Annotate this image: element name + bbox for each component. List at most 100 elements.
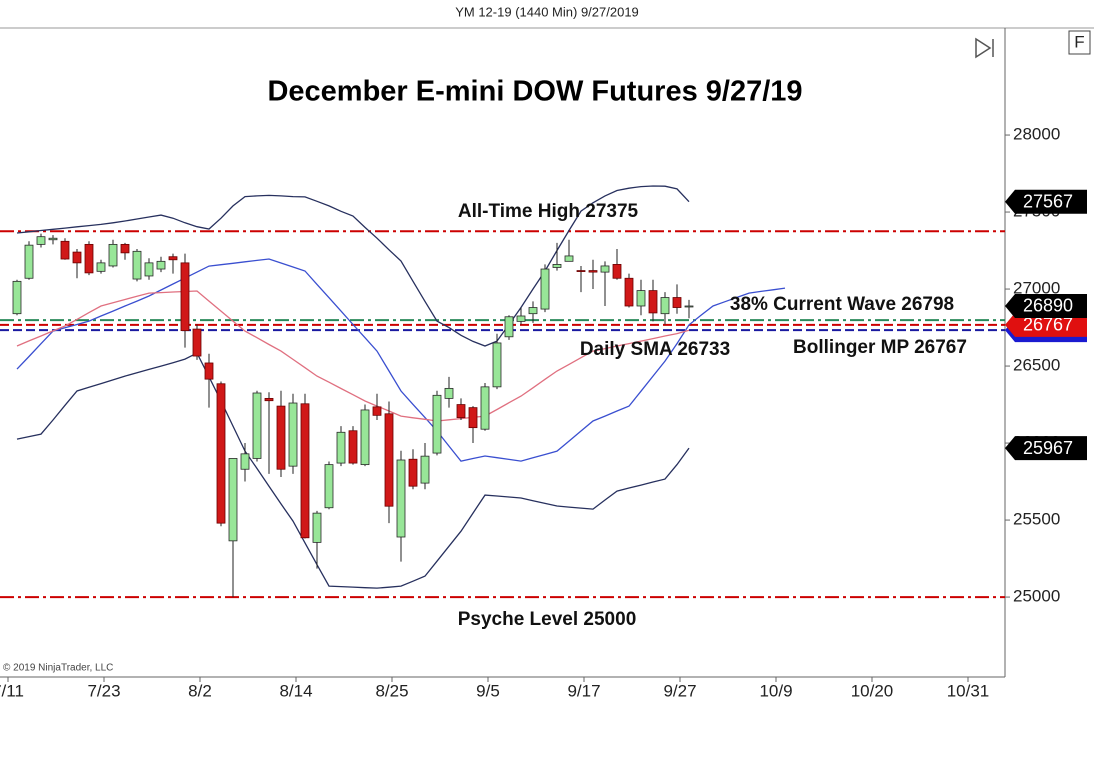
candle-body: [228, 458, 238, 542]
candle-body: [12, 280, 22, 315]
candle-body: [444, 387, 454, 399]
candle-body: [372, 406, 382, 416]
candle-body: [384, 413, 394, 507]
candle-body: [612, 264, 622, 279]
candle-body: [156, 260, 166, 270]
candle-body: [240, 453, 250, 470]
x-tick-label: 9/17: [567, 681, 600, 700]
price-marker: [1005, 436, 1087, 461]
candle-body: [204, 362, 214, 380]
indicator-line: [16, 258, 786, 462]
copyright: © 2019 NinjaTrader, LLC: [3, 663, 113, 674]
candle-body: [132, 250, 142, 280]
level-label: Psyche Level 25000: [458, 609, 637, 630]
candle-body: [60, 240, 70, 260]
candle-body: [336, 431, 346, 464]
candle-body: [396, 459, 406, 538]
candle-body: [216, 383, 226, 524]
x-tick-label: 9/27: [663, 681, 696, 700]
candle-body: [108, 243, 118, 267]
price-marker-label: 27567: [1023, 191, 1073, 211]
price-marker-label: 26767: [1023, 315, 1073, 335]
candle-body: [540, 268, 550, 310]
scroll-end-icon[interactable]: [975, 37, 994, 59]
candle-body: [408, 458, 418, 487]
x-tick-label: 8/25: [375, 681, 408, 700]
y-tick-label: 26500: [1013, 356, 1060, 375]
indicator-line: [16, 352, 690, 589]
indicator-line: [16, 290, 690, 422]
candle-body: [420, 455, 430, 484]
y-tick-label: 27000: [1013, 279, 1060, 298]
price-marker: [1005, 293, 1087, 318]
candle-body: [288, 402, 298, 467]
candle-body: [456, 404, 466, 419]
y-tick-label: 25500: [1013, 510, 1060, 529]
candle-body: [348, 430, 358, 464]
candle-body: [144, 262, 154, 277]
candle-body: [180, 262, 190, 332]
candle-body: [660, 297, 670, 315]
candle-body: [84, 243, 94, 274]
candle-body: [504, 316, 514, 338]
plot: [0, 185, 1005, 599]
candle-body: [72, 251, 82, 264]
candle-body: [528, 307, 538, 315]
candle-body: [300, 403, 310, 539]
candle-body: [168, 256, 178, 261]
y-tick-label: 28000: [1013, 125, 1060, 144]
candle-body: [492, 342, 502, 388]
candle-body: [588, 270, 598, 273]
header: YM 12-19 (1440 Min) 9/27/2019: [455, 4, 639, 19]
candle-body: [468, 407, 478, 429]
price-marker: [1005, 312, 1087, 337]
candle-body: [192, 328, 202, 357]
candle-body: [96, 262, 106, 272]
candle-body: [252, 392, 262, 459]
f-button-label[interactable]: F: [1074, 32, 1084, 51]
candle-body: [552, 264, 562, 268]
x-tick-label: 10/20: [851, 681, 894, 700]
candle-body: [624, 277, 634, 307]
candle-body: [480, 386, 490, 430]
candle-body: [648, 290, 658, 314]
candle-body: [324, 464, 334, 509]
candle-body: [24, 244, 34, 279]
candle-body: [264, 397, 274, 402]
x-tick-label: 8/14: [279, 681, 312, 700]
x-tick-label: 7/11: [0, 681, 24, 700]
x-tick-label: 9/5: [476, 681, 500, 700]
candle-body: [564, 255, 574, 262]
price-marker-label: 25967: [1023, 438, 1073, 458]
candle-body: [636, 290, 646, 307]
level-label: 38% Current Wave 26798: [730, 294, 954, 315]
x-tick-label: 10/31: [947, 681, 990, 700]
candle-body: [276, 405, 286, 470]
candle-body: [36, 236, 46, 245]
candle-body: [684, 305, 694, 308]
x-tick-label: 8/2: [188, 681, 212, 700]
level-label: All-Time High 27375: [458, 201, 639, 222]
indicator-line: [16, 185, 690, 347]
f-button[interactable]: [1068, 30, 1091, 55]
y-tick-label: 25000: [1013, 587, 1060, 606]
candle-body: [48, 237, 58, 241]
level-label: Bollinger MP 26767: [793, 337, 967, 358]
candle-body: [576, 270, 586, 272]
candle-body: [516, 315, 526, 322]
price-marker-label: 26890: [1023, 296, 1073, 316]
x-tick-label: 10/9: [759, 681, 792, 700]
x-tick-label: 7/23: [87, 681, 120, 700]
candle-body: [360, 409, 370, 466]
candle-body: [432, 394, 442, 454]
price-marker: [1005, 189, 1087, 214]
candle-body: [672, 297, 682, 308]
x-axis: 7/11 7/23 8/2 8/14 8/25 9/5 9/17 9/27 10/9 10/20 1…: [0, 677, 989, 700]
level-label: Daily SMA 26733: [580, 339, 730, 360]
chart-title: December E-mini DOW Futures 9/27/19: [267, 76, 802, 108]
candle-body: [312, 512, 322, 543]
candle-body: [600, 265, 610, 273]
candle-body: [120, 243, 130, 254]
